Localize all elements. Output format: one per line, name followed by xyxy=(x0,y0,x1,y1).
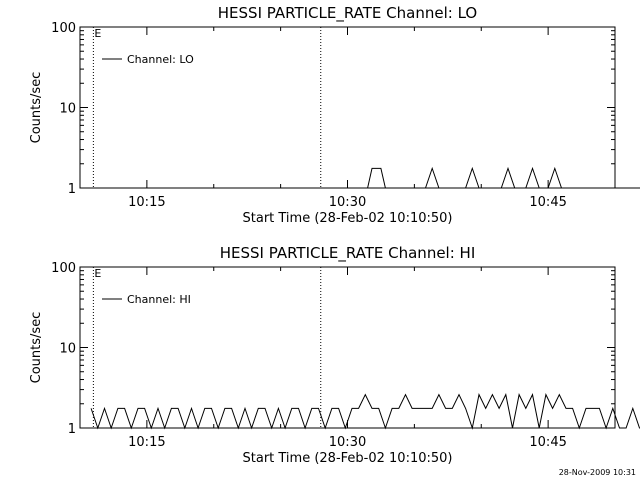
panel-lo: HESSI PARTICLE_RATE Channel: LO 10:15 10:3… xyxy=(29,4,640,226)
chart-title: HESSI PARTICLE_RATE Channel: LO xyxy=(218,4,477,23)
x-tick-label: 10:30 xyxy=(329,435,366,450)
y-tick-label: 10 xyxy=(59,102,76,117)
x-axis-label: Start Time (28-Feb-02 10:10:50) xyxy=(243,211,453,226)
panel-hi: HESSI PARTICLE_RATE Channel: HI 10:15 10:3… xyxy=(29,244,640,466)
footer-timestamp: 28-Nov-2009 10:31 xyxy=(559,468,636,477)
x-tick-label: 10:45 xyxy=(529,195,566,210)
series-line-lo xyxy=(91,166,640,189)
y-tick-label: 100 xyxy=(51,261,76,276)
series-line-hi xyxy=(90,393,640,430)
x-tick-label: 10:15 xyxy=(128,195,165,210)
legend-label: Channel: LO xyxy=(127,53,194,66)
y-axis-label: Counts/sec xyxy=(29,312,44,384)
x-axis-label: Start Time (28-Feb-02 10:10:50) xyxy=(243,451,453,466)
plot-frame xyxy=(79,26,616,189)
x-tick-label: 10:30 xyxy=(329,195,366,210)
x-tick-label: 10:15 xyxy=(128,435,165,450)
marker-label: E xyxy=(94,267,101,280)
x-tick-label: 10:45 xyxy=(529,435,566,450)
y-tick-label: 10 xyxy=(59,342,76,357)
chart-title: HESSI PARTICLE_RATE Channel: HI xyxy=(220,244,476,263)
y-tick-label: 1 xyxy=(68,182,76,197)
legend-label: Channel: HI xyxy=(127,293,191,306)
marker-label: E xyxy=(94,27,101,40)
y-tick-label: 1 xyxy=(68,422,76,437)
y-axis-label: Counts/sec xyxy=(29,72,44,144)
y-tick-label: 100 xyxy=(51,21,76,36)
